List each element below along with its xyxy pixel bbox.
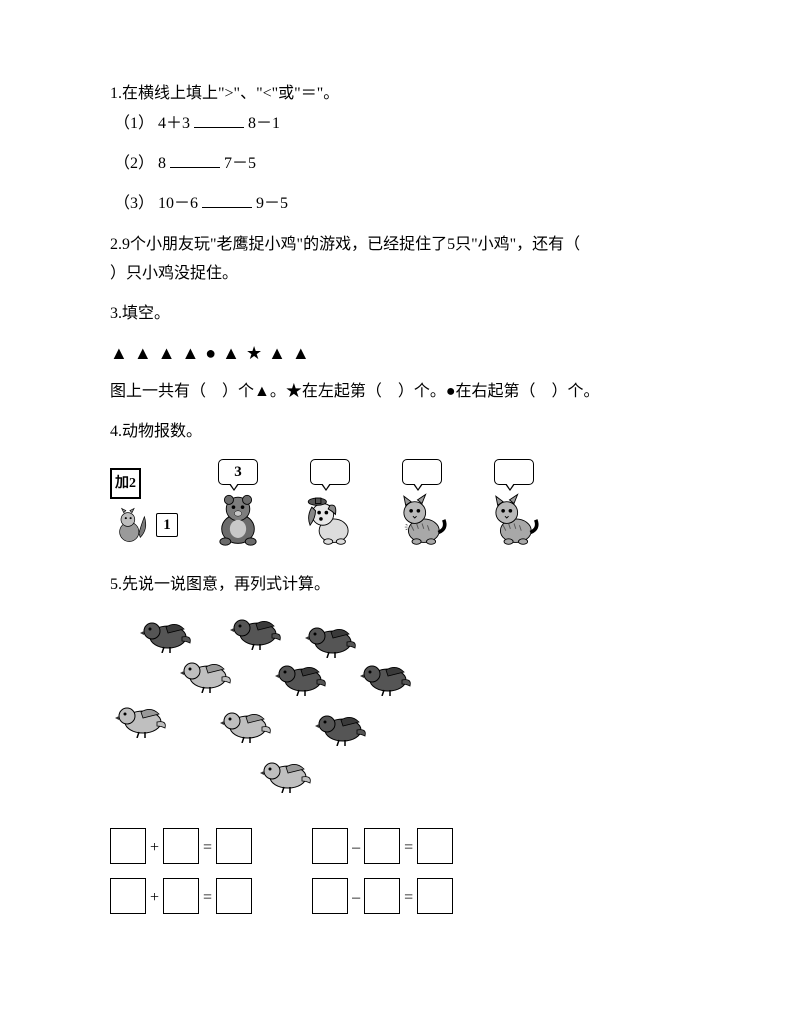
q1-3-blank[interactable] bbox=[202, 189, 252, 208]
animal-1: 加2 1 bbox=[110, 468, 178, 547]
eq-box[interactable] bbox=[312, 828, 348, 864]
q2-text-b: ）只小鸡没捉住。 bbox=[110, 265, 238, 282]
dog-icon bbox=[298, 489, 362, 547]
cat-icon-2 bbox=[482, 489, 546, 547]
animal-2-value: 3 bbox=[234, 459, 242, 486]
q3-line: 图上一共有（ ）个▲。★在左起第（ ）个。●在右起第（ ）个。 bbox=[110, 378, 684, 407]
animal-4 bbox=[390, 459, 454, 547]
bird-icon bbox=[260, 753, 314, 793]
q1-3-right: 9－5 bbox=[256, 195, 288, 212]
bird-icon bbox=[140, 613, 194, 653]
q1-3-label: （3） bbox=[114, 195, 154, 212]
q1-1-left: 4＋3 bbox=[158, 115, 190, 132]
q4-prompt: 4.动物报数。 bbox=[110, 418, 684, 447]
rule-label: 加2 bbox=[110, 468, 141, 499]
bird-icon bbox=[180, 653, 234, 693]
cat-icon bbox=[390, 489, 454, 547]
equations: + = + = – = – bbox=[110, 828, 684, 914]
eq-box[interactable] bbox=[364, 878, 400, 914]
minus-op: – bbox=[351, 884, 361, 913]
eq-col-right: – = – = bbox=[312, 828, 453, 914]
bird-icon bbox=[115, 698, 169, 738]
q1-2-label: （2） bbox=[114, 155, 154, 172]
q1-2-left: 8 bbox=[158, 155, 166, 172]
birds-area bbox=[110, 608, 430, 808]
eq-box[interactable] bbox=[110, 828, 146, 864]
animal-3 bbox=[298, 459, 362, 547]
q2-text-a: 2.9个小朋友玩"老鹰捉小鸡"的游戏，已经捉住了5只"小鸡"，还有（ bbox=[110, 236, 580, 253]
eq-sub-1: – = bbox=[312, 828, 453, 864]
bird-icon bbox=[305, 618, 359, 658]
eq-box[interactable] bbox=[364, 828, 400, 864]
eq-box[interactable] bbox=[163, 828, 199, 864]
question-3: 3.填空。 ▲▲▲▲●▲★▲▲ 图上一共有（ ）个▲。★在左起第（ ）个。●在右… bbox=[110, 300, 684, 406]
question-5: 5.先说一说图意，再列式计算。 bbox=[110, 571, 684, 914]
bird-icon bbox=[315, 706, 369, 746]
eq-sub-2: – = bbox=[312, 878, 453, 914]
eq-op: = bbox=[202, 834, 213, 863]
question-4: 4.动物报数。 加2 1 bbox=[110, 418, 684, 547]
animals-row: 加2 1 3 bbox=[110, 459, 684, 547]
rule-text: 加2 bbox=[115, 471, 136, 496]
minus-op: – bbox=[351, 834, 361, 863]
q1-2-right: 7－5 bbox=[224, 155, 256, 172]
q5-prompt: 5.先说一说图意，再列式计算。 bbox=[110, 571, 684, 600]
bird-icon bbox=[230, 610, 284, 650]
bear-icon bbox=[206, 489, 270, 547]
animal-1-value: 1 bbox=[156, 513, 178, 537]
animal-3-bubble[interactable] bbox=[310, 459, 350, 485]
eq-op: = bbox=[202, 884, 213, 913]
q1-item-1: （1） 4＋3 8－1 bbox=[110, 109, 684, 139]
q1-item-2: （2） 8 7－5 bbox=[110, 149, 684, 179]
q1-1-label: （1） bbox=[114, 115, 154, 132]
animal-5 bbox=[482, 459, 546, 547]
eq-box[interactable] bbox=[417, 878, 453, 914]
q1-2-blank[interactable] bbox=[170, 149, 220, 168]
eq-op: = bbox=[403, 884, 414, 913]
q1-3-left: 10－6 bbox=[158, 195, 198, 212]
q1-item-3: （3） 10－6 9－5 bbox=[110, 189, 684, 219]
bird-icon bbox=[275, 656, 329, 696]
eq-add-2: + = bbox=[110, 878, 252, 914]
q3-shapes: ▲▲▲▲●▲★▲▲ bbox=[110, 337, 684, 369]
question-1: 1.在横线上填上">"、"<"或"＝"。 （1） 4＋3 8－1 （2） 8 7… bbox=[110, 80, 684, 219]
eq-box[interactable] bbox=[216, 828, 252, 864]
animal-2: 3 bbox=[206, 459, 270, 547]
eq-add-1: + = bbox=[110, 828, 252, 864]
eq-box[interactable] bbox=[417, 828, 453, 864]
eq-op: = bbox=[403, 834, 414, 863]
animal-4-bubble[interactable] bbox=[402, 459, 442, 485]
eq-box[interactable] bbox=[163, 878, 199, 914]
eq-box[interactable] bbox=[312, 878, 348, 914]
eq-box[interactable] bbox=[110, 878, 146, 914]
q1-1-blank[interactable] bbox=[194, 109, 244, 128]
question-2: 2.9个小朋友玩"老鹰捉小鸡"的游戏，已经捉住了5只"小鸡"，还有（ ）只小鸡没… bbox=[110, 231, 684, 289]
animal-5-bubble[interactable] bbox=[494, 459, 534, 485]
eq-col-left: + = + = bbox=[110, 828, 252, 914]
plus-op: + bbox=[149, 884, 160, 913]
q1-prompt: 1.在横线上填上">"、"<"或"＝"。 bbox=[110, 80, 684, 109]
squirrel-icon bbox=[110, 503, 154, 547]
start-value: 1 bbox=[163, 512, 171, 539]
eq-box[interactable] bbox=[216, 878, 252, 914]
bird-icon bbox=[360, 656, 414, 696]
animal-2-bubble: 3 bbox=[218, 459, 258, 485]
bird-icon bbox=[220, 703, 274, 743]
plus-op: + bbox=[149, 834, 160, 863]
q1-1-right: 8－1 bbox=[248, 115, 280, 132]
q3-prompt: 3.填空。 bbox=[110, 300, 684, 329]
